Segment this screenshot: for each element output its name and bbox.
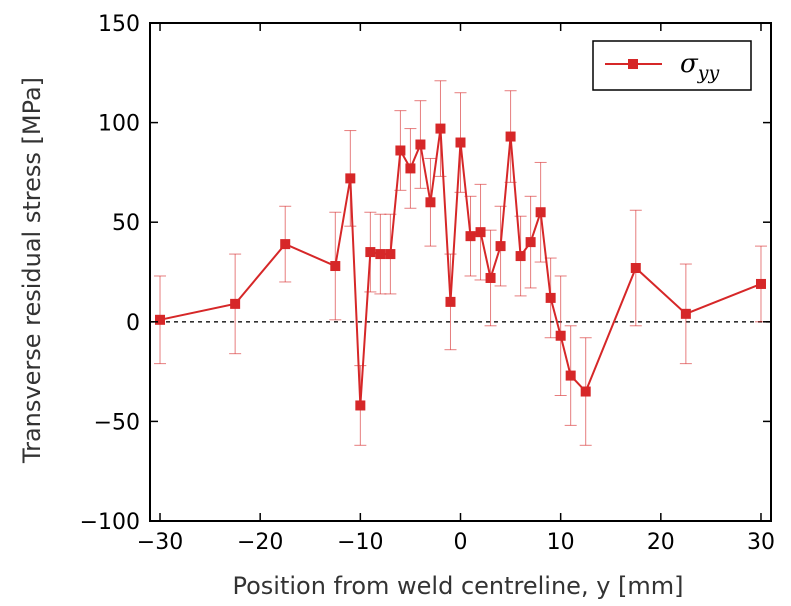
x-tick-labels: −30 −20 −10 0 10 20 30 bbox=[137, 530, 775, 555]
data-point bbox=[375, 249, 386, 260]
data-point bbox=[465, 231, 476, 242]
series-markers bbox=[155, 123, 766, 411]
y-tick-labels: −100 −50 0 50 100 150 bbox=[80, 12, 140, 535]
y-tick-label: 150 bbox=[98, 12, 140, 37]
data-point bbox=[385, 249, 396, 260]
legend-marker-sample bbox=[628, 59, 638, 69]
data-point bbox=[435, 123, 446, 134]
data-point bbox=[475, 227, 486, 238]
data-point bbox=[455, 137, 466, 148]
x-tick-label: 0 bbox=[454, 530, 468, 555]
data-point bbox=[415, 139, 426, 150]
data-point bbox=[230, 298, 241, 309]
data-point bbox=[365, 247, 376, 258]
data-point bbox=[355, 400, 366, 411]
x-tick-label: 20 bbox=[647, 530, 675, 555]
data-point bbox=[555, 330, 566, 341]
data-point bbox=[155, 314, 166, 325]
x-tick-label: 10 bbox=[547, 530, 575, 555]
data-point bbox=[345, 173, 356, 184]
y-tick-label: −50 bbox=[94, 410, 140, 435]
data-point bbox=[495, 241, 506, 252]
data-point bbox=[515, 251, 526, 262]
x-tick-label: −30 bbox=[137, 530, 183, 555]
data-point bbox=[680, 308, 691, 319]
data-point bbox=[580, 386, 591, 397]
data-point bbox=[505, 131, 516, 142]
data-point bbox=[755, 278, 766, 289]
data-point bbox=[525, 237, 536, 248]
x-tick-label: −20 bbox=[237, 530, 283, 555]
data-point bbox=[425, 197, 436, 208]
data-point bbox=[535, 207, 546, 218]
legend: σyy bbox=[592, 40, 752, 91]
y-tick-label: 50 bbox=[112, 211, 140, 236]
legend-subscript: yy bbox=[697, 62, 720, 84]
error-bars bbox=[154, 80, 767, 446]
legend-entry-label: σyy bbox=[680, 49, 719, 84]
data-point bbox=[630, 263, 641, 274]
data-point bbox=[565, 370, 576, 381]
y-tick-label: 0 bbox=[126, 311, 140, 336]
data-point bbox=[485, 272, 496, 283]
data-point bbox=[330, 261, 341, 272]
data-point bbox=[545, 292, 556, 303]
data-point bbox=[445, 296, 456, 307]
axis-ticks bbox=[150, 22, 771, 522]
data-point bbox=[405, 163, 416, 174]
legend-symbol: σ bbox=[680, 49, 699, 79]
data-point bbox=[280, 239, 291, 250]
legend-box bbox=[592, 40, 752, 91]
y-tick-label: −100 bbox=[80, 510, 140, 535]
x-tick-label: −10 bbox=[337, 530, 383, 555]
x-tick-label: 30 bbox=[747, 530, 775, 555]
data-point bbox=[395, 145, 406, 156]
y-axis-label: Transverse residual stress [MPa] bbox=[18, 77, 46, 464]
x-axis-label: Position from weld centreline, y [mm] bbox=[232, 572, 683, 600]
y-tick-label: 100 bbox=[98, 112, 140, 137]
